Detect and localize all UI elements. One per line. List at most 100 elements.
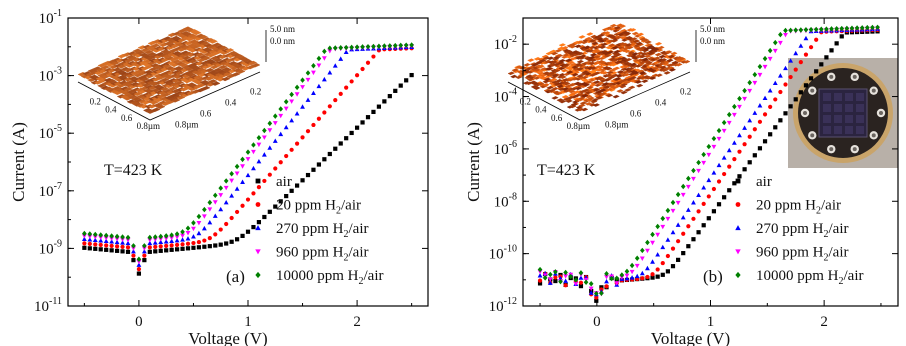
data-point (82, 245, 87, 250)
x-tick-label: 0 (135, 314, 143, 330)
series-0 (82, 72, 414, 276)
data-point (272, 121, 278, 126)
x-tick-label: 2 (353, 314, 361, 330)
data-point (87, 241, 92, 246)
afm-surface-cell (547, 89, 555, 93)
data-point (365, 60, 371, 65)
series-1 (82, 46, 414, 272)
data-point (706, 143, 712, 150)
afm-surface-cell (175, 70, 185, 76)
data-point (327, 70, 333, 75)
afm-surface-cell (140, 77, 150, 82)
data-point (599, 290, 604, 297)
header-pin-center (852, 147, 857, 152)
y-tick-exponent: -9 (54, 238, 62, 249)
data-point (680, 183, 686, 190)
data-point (98, 247, 103, 252)
legend-label-tail: /air (844, 268, 864, 284)
device-photo (788, 58, 898, 168)
afm-surface-cell (605, 66, 613, 71)
data-point (360, 120, 365, 125)
data-point (283, 124, 289, 130)
y-tick-exponent: -6 (509, 139, 517, 150)
data-point (240, 164, 245, 169)
afm-surface-cell (546, 56, 555, 61)
y-tick-exponent: -1 (54, 8, 62, 19)
data-point (229, 239, 234, 244)
data-point (300, 104, 305, 109)
data-point (180, 233, 185, 239)
afm-surface-cell (597, 76, 605, 81)
data-point (578, 270, 584, 276)
data-point (158, 244, 163, 249)
afm-surface-cell (236, 69, 246, 74)
afm-surface-cell (567, 60, 575, 65)
data-point (349, 44, 354, 51)
data-point (229, 171, 234, 177)
data-point (778, 31, 783, 38)
data-point (655, 223, 660, 230)
series-4 (537, 24, 880, 297)
data-point (212, 192, 218, 199)
data-point (267, 128, 273, 133)
temperature-annotation: T=423 K (104, 162, 163, 179)
legend-label-subscript: 2 (344, 229, 349, 240)
afm-surface-cell (149, 100, 159, 105)
data-point (731, 112, 737, 118)
data-point (665, 207, 671, 214)
afm-surface-cell (144, 49, 154, 55)
x-tick-label: 2 (820, 314, 828, 330)
afm-surface-cell (584, 102, 593, 106)
data-point (393, 88, 398, 93)
panel-label: (b) (703, 267, 723, 286)
afm-surface-cell (133, 91, 143, 97)
data-point (788, 104, 793, 109)
data-point (829, 48, 834, 53)
data-point (289, 117, 295, 123)
afm-surface-cell (556, 84, 565, 89)
data-point (365, 115, 371, 120)
afm-surface-cell (587, 96, 595, 101)
data-point (747, 134, 752, 139)
y-tick-base: 10 (494, 194, 509, 210)
afm-surface-cell (620, 90, 628, 95)
data-point (793, 27, 799, 33)
legend-label-tail: /air (829, 221, 849, 237)
data-point (818, 26, 824, 32)
data-point (553, 269, 558, 275)
data-point (588, 286, 594, 292)
data-point (722, 195, 727, 200)
data-point (316, 162, 322, 167)
data-point (752, 127, 757, 132)
data-point (537, 281, 543, 286)
data-point (382, 99, 387, 104)
data-point (777, 40, 783, 46)
chip-pad (856, 104, 864, 112)
data-point (716, 179, 722, 184)
legend-label: 270 ppm H2/air (276, 221, 369, 240)
data-point (670, 264, 676, 269)
y-tick-label: 10-10 (489, 244, 517, 263)
data-point (240, 233, 245, 238)
data-point (701, 185, 707, 190)
data-point (256, 159, 262, 164)
data-point (354, 73, 360, 78)
data-point (136, 271, 142, 276)
data-point (839, 25, 845, 32)
y-tick-exponent: -8 (509, 191, 517, 202)
y-tick-label: 10-7 (39, 181, 62, 200)
data-point (311, 167, 316, 172)
chip-pad (823, 93, 831, 101)
data-point (762, 64, 768, 70)
data-point (624, 273, 630, 279)
afm-base-edge (77, 71, 261, 121)
data-point (93, 246, 98, 251)
data-point (737, 132, 742, 138)
y-tick-label: 10-6 (494, 139, 517, 158)
afm-surface-cell (581, 78, 589, 83)
afm-surface-cell (551, 96, 559, 100)
data-point (409, 72, 414, 78)
data-point (343, 44, 349, 51)
data-point (81, 234, 87, 239)
data-point (196, 220, 202, 226)
